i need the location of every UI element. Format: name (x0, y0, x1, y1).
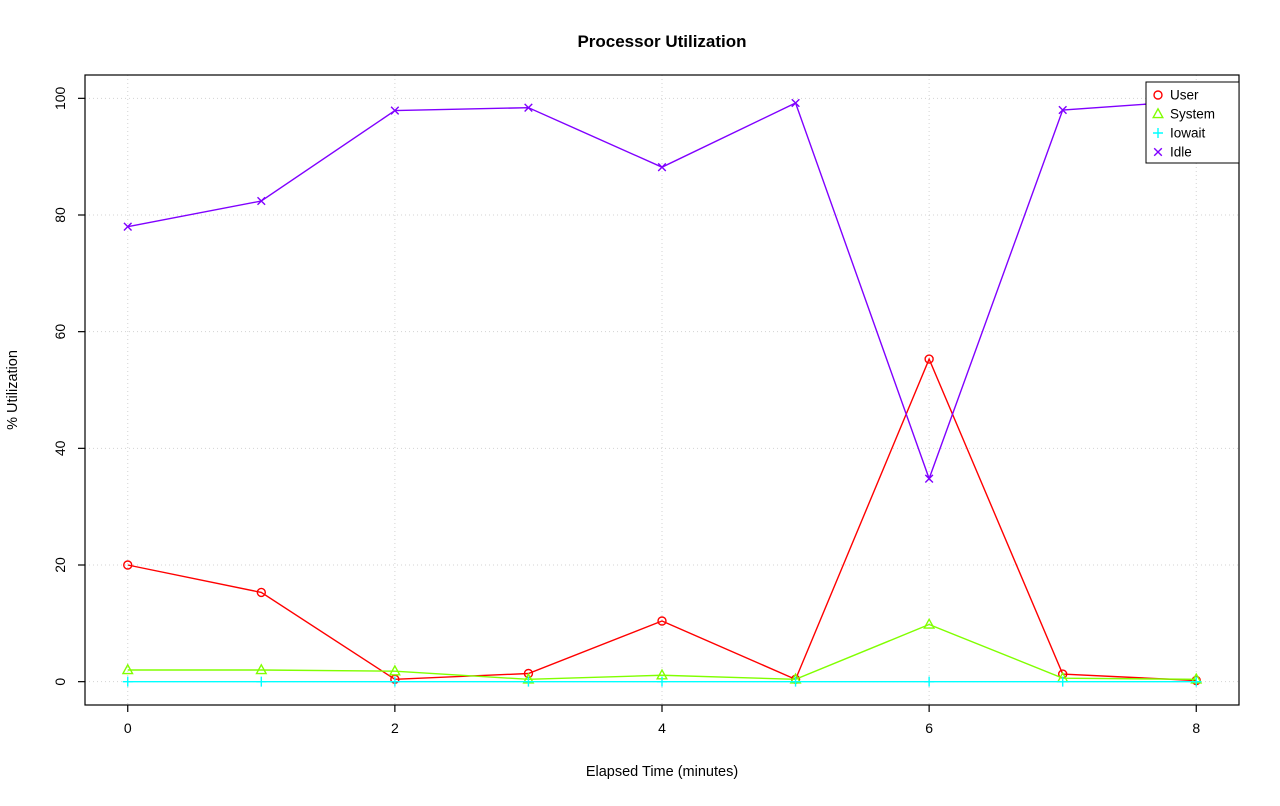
x-marker-icon (791, 98, 800, 108)
triangle-marker-icon (121, 663, 134, 675)
y-tick-label: 20 (52, 557, 68, 573)
plus-marker-icon (389, 676, 400, 687)
plot-border (84, 74, 1240, 706)
y-tick-label: 80 (52, 207, 68, 223)
legend: User System Iowait Idle (1145, 81, 1240, 164)
circle-marker-icon (657, 616, 667, 626)
legend-label-idle: Idle (1170, 145, 1192, 160)
x-marker-icon (390, 106, 400, 115)
plus-marker-icon (1191, 676, 1202, 687)
legend-label-iowait: Iowait (1170, 126, 1206, 141)
x-axis-label: Elapsed Time (minutes) (586, 764, 738, 780)
triangle-marker-icon (923, 617, 936, 629)
plus-marker-icon (523, 676, 534, 687)
x-marker-icon (524, 103, 533, 112)
series-user-line (127, 357, 1197, 682)
x-marker-icon (657, 162, 667, 172)
x-marker-icon (924, 474, 934, 483)
x-marker-icon (1058, 105, 1067, 115)
x-marker-icon (257, 196, 266, 206)
triangle-marker-icon (1152, 107, 1164, 119)
plus-marker-icon (1057, 676, 1068, 687)
x-marker-icon (123, 222, 133, 231)
legend-label-system: System (1170, 107, 1215, 122)
triangle-marker-icon (255, 663, 268, 675)
circle-marker-icon (1153, 90, 1163, 100)
x-tick-label: 8 (1192, 720, 1200, 736)
plus-marker-icon (1153, 128, 1163, 138)
x-tick-label: 2 (391, 720, 399, 736)
plus-marker-icon (657, 676, 667, 687)
x-tick-label: 4 (658, 720, 666, 736)
x-marker-icon (1153, 147, 1163, 157)
chart-title: Processor Utilization (577, 32, 746, 51)
series-idle-line (127, 99, 1197, 481)
plus-marker-icon (122, 676, 133, 687)
y-tick-label: 60 (52, 324, 68, 340)
series-idle (123, 96, 1201, 483)
y-tick-label: 40 (52, 440, 68, 456)
plus-marker-icon (256, 676, 267, 687)
plus-marker-icon (924, 676, 935, 687)
legend-label-user: User (1170, 88, 1199, 103)
series-system-line (127, 623, 1197, 681)
triangle-marker-icon (388, 664, 401, 676)
circle-marker-icon (924, 354, 934, 364)
circle-marker-icon (256, 587, 267, 598)
plus-marker-icon (790, 676, 801, 687)
y-tick-label: 100 (52, 86, 68, 110)
circle-marker-icon (123, 560, 133, 570)
grid-lines (85, 75, 1239, 705)
x-tick-label: 0 (124, 720, 132, 736)
x-tick-label: 6 (925, 720, 933, 736)
series-iowait (122, 676, 1202, 687)
y-axis-label: % Utilization (5, 350, 21, 430)
y-tick-label: 0 (52, 678, 68, 686)
